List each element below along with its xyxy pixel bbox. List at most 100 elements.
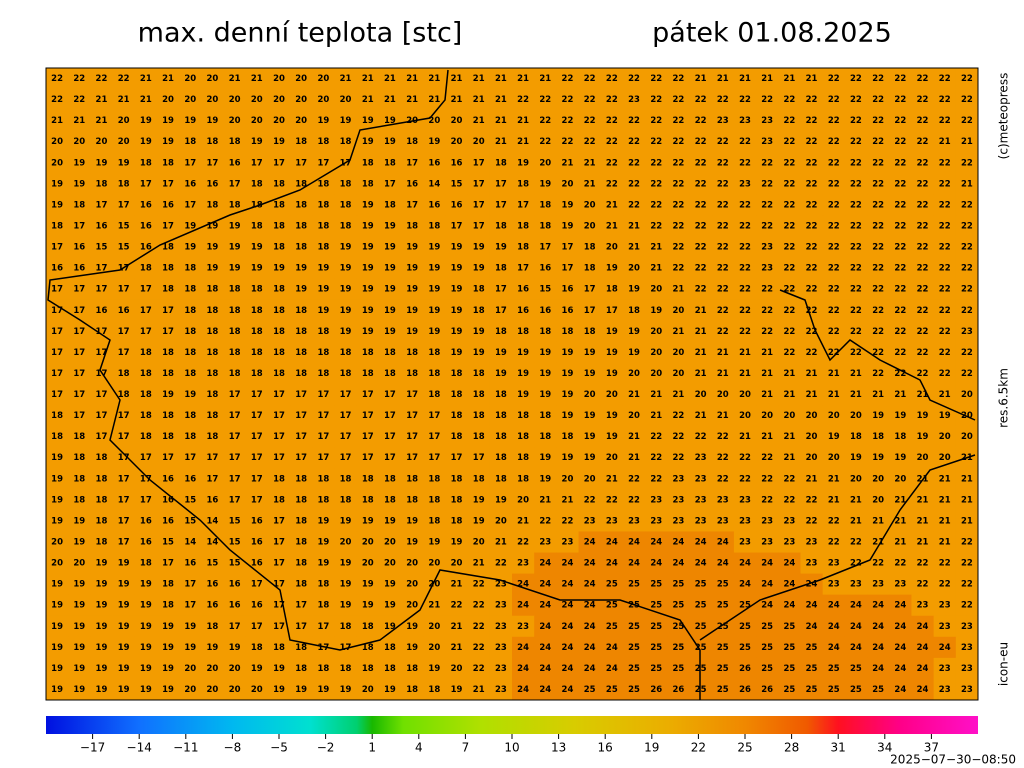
cell-value: 19 — [473, 327, 485, 337]
map-cell — [778, 110, 801, 132]
map-cell — [711, 110, 735, 132]
map-cell — [822, 152, 846, 174]
cell-value: 18 — [628, 306, 640, 316]
map-cell — [156, 299, 180, 322]
map-cell — [534, 447, 557, 469]
map-cell — [733, 194, 757, 216]
map-cell — [378, 320, 402, 343]
map-cell — [334, 131, 358, 153]
cell-value: 18 — [539, 411, 551, 421]
cell-value: 18 — [118, 179, 130, 189]
cell-value: 22 — [717, 137, 729, 147]
map-cell — [689, 89, 713, 111]
map-cell — [711, 405, 735, 427]
cell-value: 22 — [828, 179, 840, 189]
cell-value: 18 — [317, 327, 329, 337]
cell-value: 19 — [295, 285, 307, 295]
cell-value: 22 — [451, 601, 463, 611]
cell-value: 18 — [295, 179, 307, 189]
cell-value: 16 — [451, 158, 463, 168]
map-cell — [622, 215, 646, 238]
cell-value: 19 — [584, 411, 596, 421]
map-cell — [622, 468, 646, 490]
cell-value: 18 — [495, 390, 507, 400]
map-cell — [378, 447, 402, 469]
cell-value: 22 — [739, 200, 751, 210]
map-cell — [844, 215, 868, 238]
map-cell — [711, 278, 735, 301]
map-cell — [267, 215, 291, 238]
map-cell — [356, 405, 380, 427]
map-cell — [90, 426, 114, 448]
map-cell — [445, 152, 469, 174]
cell-value: 21 — [761, 390, 773, 400]
map-cell — [556, 110, 580, 132]
cell-value: 22 — [917, 264, 929, 274]
map-cell — [689, 299, 713, 322]
cell-value: 20 — [695, 390, 707, 400]
map-cell — [423, 447, 446, 469]
map-cell — [822, 278, 846, 301]
map-cell — [401, 405, 424, 427]
cell-value: 20 — [939, 453, 951, 463]
cell-value: 23 — [650, 516, 662, 526]
cell-value: 17 — [73, 222, 85, 232]
map-cell — [267, 362, 291, 385]
cell-value: 22 — [961, 580, 973, 590]
cell-value: 20 — [806, 453, 818, 463]
cell-value: 21 — [473, 685, 485, 695]
map-cell — [756, 89, 779, 111]
map-cell — [312, 215, 335, 238]
cell-value: 18 — [162, 601, 174, 611]
cell-value: 23 — [673, 495, 685, 505]
map-cell — [556, 89, 580, 111]
cell-value: 21 — [695, 74, 707, 84]
map-cell — [290, 320, 313, 343]
colorbar-tick-label: 28 — [784, 741, 799, 755]
cell-value: 22 — [562, 516, 574, 526]
cell-value: 17 — [428, 432, 440, 442]
cell-value: 17 — [51, 390, 63, 400]
cell-value: 21 — [628, 390, 640, 400]
map-cell — [689, 341, 713, 364]
cell-value: 18 — [251, 643, 263, 653]
map-cell — [179, 447, 202, 469]
cell-value: 21 — [539, 74, 551, 84]
cell-value: 17 — [140, 453, 152, 463]
cell-value: 22 — [739, 222, 751, 232]
cell-value: 22 — [939, 306, 951, 316]
map-cell — [844, 131, 868, 153]
map-cell — [312, 320, 335, 343]
map-cell — [223, 257, 247, 280]
cell-value: 15 — [229, 538, 241, 548]
cell-value: 22 — [961, 95, 973, 105]
cell-value: 17 — [229, 622, 241, 632]
map-cell — [911, 194, 935, 216]
cell-value: 21 — [495, 538, 507, 548]
map-cell — [578, 426, 602, 448]
map-cell — [489, 278, 513, 301]
map-cell — [600, 384, 624, 406]
cell-value: 25 — [695, 622, 707, 632]
cell-value: 22 — [562, 137, 574, 147]
map-cell — [267, 89, 291, 111]
map-cell — [290, 131, 313, 153]
map-cell — [68, 257, 91, 280]
map-cell — [756, 426, 779, 448]
map-cell — [756, 257, 779, 280]
map-cell — [822, 89, 846, 111]
map-cell — [378, 173, 402, 195]
cell-value: 22 — [695, 432, 707, 442]
map-cell — [667, 320, 691, 343]
map-cell — [911, 299, 935, 322]
cell-value: 18 — [473, 474, 485, 484]
cell-value: 22 — [96, 74, 108, 84]
map-cell — [600, 341, 624, 364]
map-cell — [534, 68, 557, 90]
cell-value: 21 — [739, 348, 751, 358]
cell-value: 19 — [362, 306, 374, 316]
cell-value: 24 — [894, 622, 906, 632]
map-cell — [667, 278, 691, 301]
map-cell — [711, 362, 735, 385]
map-cell — [179, 341, 202, 364]
